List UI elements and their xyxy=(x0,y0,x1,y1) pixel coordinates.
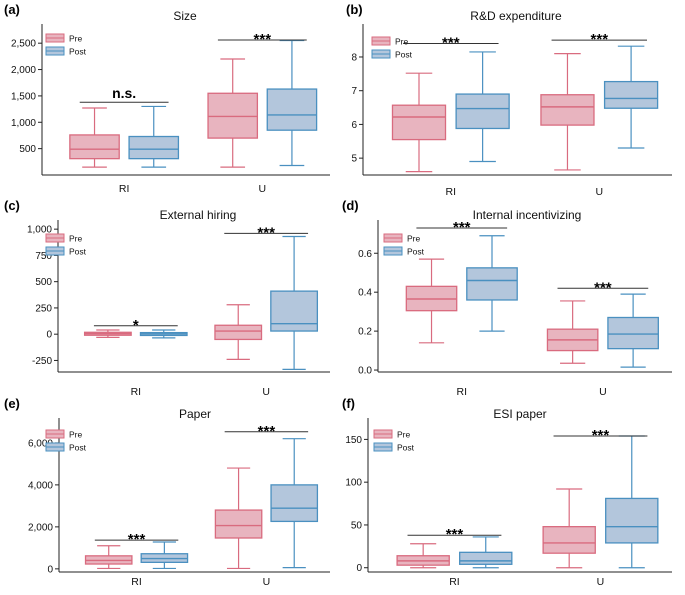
y-tick-label: 8 xyxy=(351,52,357,63)
significance-label: * xyxy=(133,317,139,334)
legend-label-pre: Pre xyxy=(397,430,411,440)
post-box-u xyxy=(266,88,318,131)
significance-label: n.s. xyxy=(112,85,136,101)
y-tick-label: 0.4 xyxy=(358,288,372,299)
x-tick-label: U xyxy=(599,386,607,398)
significance-label: *** xyxy=(446,526,464,543)
x-tick-label: RI xyxy=(131,386,142,398)
y-tick-label: 100 xyxy=(345,478,362,489)
legend-label-post: Post xyxy=(407,247,425,257)
pre-box-u xyxy=(207,92,259,139)
significance-label: *** xyxy=(128,531,146,548)
y-tick-label: 6 xyxy=(351,120,357,131)
y-tick-label: 0.0 xyxy=(358,366,372,377)
y-tick-label: -250 xyxy=(32,356,52,367)
legend-label-pre: Pre xyxy=(69,430,83,440)
y-tick-label: 500 xyxy=(19,144,36,155)
panel-label: (d) xyxy=(342,198,359,213)
x-tick-label: U xyxy=(259,183,267,195)
y-tick-label: 5 xyxy=(351,154,357,165)
y-tick-label: 0.6 xyxy=(358,249,372,260)
y-tick-label: 250 xyxy=(35,303,52,314)
significance-label: *** xyxy=(594,279,612,296)
x-tick-label: U xyxy=(595,186,603,198)
pre-box-u xyxy=(214,324,263,341)
x-tick-label: RI xyxy=(446,186,457,198)
pre-box-u xyxy=(542,526,596,554)
significance-label: *** xyxy=(254,31,272,48)
x-tick-label: RI xyxy=(457,386,468,398)
x-tick-label: U xyxy=(263,576,271,588)
pre-box-ri xyxy=(69,134,120,160)
x-tick-label: RI xyxy=(449,576,460,588)
significance-label: *** xyxy=(592,427,610,444)
post-box-u xyxy=(603,80,659,109)
legend-label-post: Post xyxy=(69,247,87,257)
y-tick-label: 1,500 xyxy=(11,91,36,102)
y-tick-label: 1,000 xyxy=(27,225,52,236)
legend-label-post: Post xyxy=(395,50,413,60)
chart-title: ESI paper xyxy=(493,407,546,421)
y-tick-label: 0 xyxy=(356,563,362,574)
y-tick-label: 0 xyxy=(46,330,52,341)
post-box-u xyxy=(607,316,659,350)
y-tick-label: 150 xyxy=(345,435,362,446)
post-box-u xyxy=(270,290,319,332)
y-tick-label: 4,000 xyxy=(28,480,53,491)
x-tick-label: U xyxy=(597,576,605,588)
legend-label-post: Post xyxy=(69,47,87,57)
pre-box-u xyxy=(540,94,595,126)
significance-label: *** xyxy=(257,224,275,241)
legend-label-pre: Pre xyxy=(69,34,83,44)
y-tick-label: 2,000 xyxy=(11,65,36,76)
post-box-ri xyxy=(466,267,518,301)
panel-label: (c) xyxy=(4,198,20,213)
panel-label: (e) xyxy=(4,396,20,411)
legend-label-post: Post xyxy=(397,443,415,453)
pre-box-ri xyxy=(391,104,447,141)
y-tick-label: 6,000 xyxy=(28,438,53,449)
y-tick-label: 1,000 xyxy=(11,118,36,129)
post-box-u xyxy=(270,484,319,523)
panel-label: (a) xyxy=(4,2,20,17)
x-tick-label: RI xyxy=(131,576,142,588)
legend-label-pre: Pre xyxy=(69,234,83,244)
y-tick-label: 0 xyxy=(47,564,53,575)
chart-title: R&D expenditure xyxy=(470,9,562,23)
chart-title: Internal incentivizing xyxy=(473,208,582,222)
significance-label: *** xyxy=(591,31,609,48)
x-tick-label: RI xyxy=(119,183,130,195)
significance-label: *** xyxy=(453,219,471,236)
y-tick-label: 2,500 xyxy=(11,39,36,50)
significance-label: *** xyxy=(258,423,276,440)
legend-label-pre: Pre xyxy=(407,234,421,244)
chart-title: External hiring xyxy=(160,208,237,222)
post-box-ri xyxy=(455,93,510,130)
y-tick-label: 750 xyxy=(35,251,52,262)
y-tick-label: 50 xyxy=(351,520,363,531)
chart-title: Paper xyxy=(179,407,211,421)
x-tick-label: U xyxy=(262,386,270,398)
y-tick-label: 2,000 xyxy=(28,522,53,533)
legend-label-post: Post xyxy=(69,443,87,453)
panel-label: (b) xyxy=(346,2,363,17)
y-tick-label: 7 xyxy=(351,86,357,97)
legend-label-pre: Pre xyxy=(395,37,409,47)
post-box-ri xyxy=(459,551,513,565)
post-box-ri xyxy=(128,135,180,160)
pre-box-u xyxy=(214,509,263,539)
post-box-u xyxy=(605,497,659,544)
chart-title: Size xyxy=(173,9,197,23)
y-tick-label: 0.2 xyxy=(358,327,372,338)
panel-label: (f) xyxy=(342,396,355,411)
significance-label: *** xyxy=(442,34,460,51)
y-tick-label: 500 xyxy=(35,277,52,288)
